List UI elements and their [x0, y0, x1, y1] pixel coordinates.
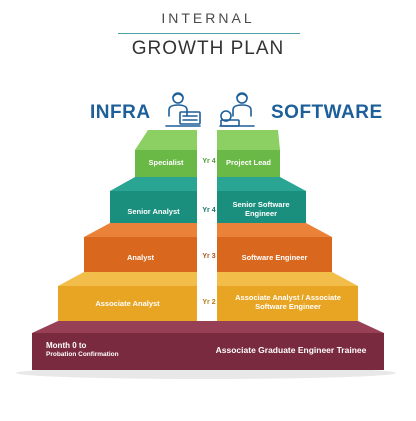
- title-divider: [118, 33, 300, 34]
- base-left-label: Month 0 to Probation Confirmation: [46, 341, 119, 359]
- base-left-line2: Probation Confirmation: [46, 351, 119, 358]
- infra-level-4-label: Associate Analyst: [95, 299, 160, 308]
- page-title: GROWTH PLAN: [131, 38, 285, 59]
- software-level-2-label: Senior Software Engineer: [232, 200, 290, 218]
- year-label-1: Yr 4: [202, 158, 216, 165]
- software-level-3-label: Software Engineer: [241, 253, 308, 262]
- step-graduate-trainee: [32, 321, 384, 370]
- engineer-at-laptop-icon: [219, 92, 255, 127]
- engineer-at-server-icon: [165, 92, 201, 127]
- track-label-infra: INFRA: [90, 102, 151, 123]
- track-label-software: SOFTWARE: [271, 102, 383, 123]
- software-level-1-label: Project Lead: [225, 158, 271, 167]
- overline-title: INTERNAL: [161, 10, 255, 26]
- center-divider: [197, 130, 217, 321]
- base-right-label: Associate Graduate Engineer Trainee: [215, 345, 367, 355]
- base-left-line1: Month 0 to: [46, 341, 87, 350]
- infra-level-2-label: Senior Analyst: [127, 207, 180, 216]
- infra-level-1-label: Specialist: [148, 158, 184, 167]
- year-label-2: Yr 4: [202, 207, 216, 214]
- year-label-3: Yr 3: [202, 253, 216, 260]
- software-level-4-label: Associate Analyst / Associate Software E…: [235, 293, 341, 311]
- infra-level-3-label: Analyst: [126, 253, 155, 262]
- year-label-4: Yr 2: [202, 299, 216, 306]
